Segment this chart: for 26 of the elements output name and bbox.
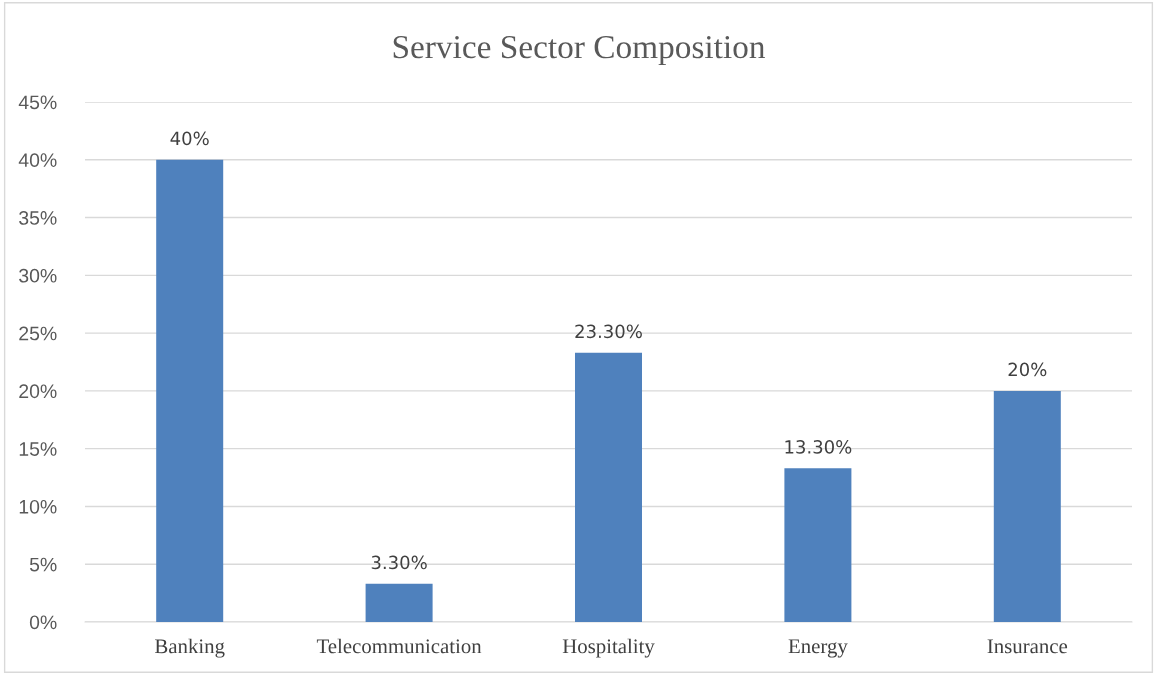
x-tick-label: Banking (155, 638, 225, 658)
y-tick-label: 40% (18, 153, 57, 168)
x-tick-label: Hospitality (562, 638, 655, 658)
x-tick-label: Telecommunication (316, 638, 482, 654)
y-tick-label: 10% (19, 499, 57, 514)
chart-title: Service Sector Composition (393, 35, 766, 66)
y-tick-label: 45% (18, 95, 57, 110)
y-tick-label: 20% (19, 384, 57, 399)
bar (365, 583, 433, 622)
data-label: 3.30% (371, 555, 427, 570)
y-tick-label: 25% (19, 326, 57, 341)
y-tick-label: 5% (29, 557, 57, 572)
data-label: 13.30% (785, 440, 852, 454)
y-tick-label: 35% (19, 211, 57, 225)
bar (993, 390, 1061, 622)
y-tick-label: 30% (19, 268, 57, 283)
bar (784, 468, 852, 622)
data-label: 40% (170, 131, 209, 146)
y-tick-label: 0% (29, 615, 57, 630)
bar (156, 159, 224, 622)
bar (575, 352, 642, 622)
x-tick-label: Energy (788, 639, 848, 658)
y-tick-label: 15% (19, 442, 57, 456)
data-label: 20% (1008, 362, 1047, 377)
x-tick-label: Insurance (987, 639, 1068, 654)
data-label: 23.30% (575, 324, 642, 339)
